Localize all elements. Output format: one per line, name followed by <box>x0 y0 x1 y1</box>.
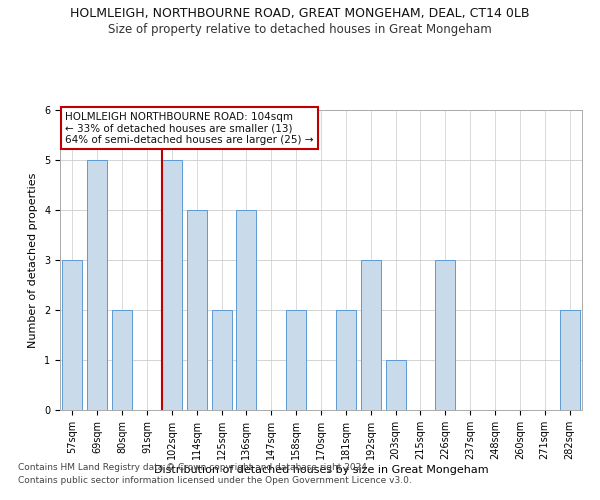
Bar <box>436 260 455 410</box>
Bar <box>286 310 306 410</box>
Bar <box>187 210 206 410</box>
Bar <box>336 310 356 410</box>
Text: Contains public sector information licensed under the Open Government Licence v3: Contains public sector information licen… <box>18 476 412 485</box>
Bar <box>236 210 256 410</box>
Y-axis label: Number of detached properties: Number of detached properties <box>28 172 38 348</box>
Bar <box>560 310 580 410</box>
Bar <box>212 310 232 410</box>
Text: HOLMLEIGH NORTHBOURNE ROAD: 104sqm
← 33% of detached houses are smaller (13)
64%: HOLMLEIGH NORTHBOURNE ROAD: 104sqm ← 33%… <box>65 112 314 144</box>
Bar <box>386 360 406 410</box>
Text: Size of property relative to detached houses in Great Mongeham: Size of property relative to detached ho… <box>108 22 492 36</box>
X-axis label: Distribution of detached houses by size in Great Mongeham: Distribution of detached houses by size … <box>154 464 488 474</box>
Bar <box>112 310 132 410</box>
Bar <box>62 260 82 410</box>
Bar <box>361 260 380 410</box>
Text: HOLMLEIGH, NORTHBOURNE ROAD, GREAT MONGEHAM, DEAL, CT14 0LB: HOLMLEIGH, NORTHBOURNE ROAD, GREAT MONGE… <box>70 8 530 20</box>
Bar <box>162 160 182 410</box>
Bar <box>88 160 107 410</box>
Text: Contains HM Land Registry data © Crown copyright and database right 2024.: Contains HM Land Registry data © Crown c… <box>18 464 370 472</box>
